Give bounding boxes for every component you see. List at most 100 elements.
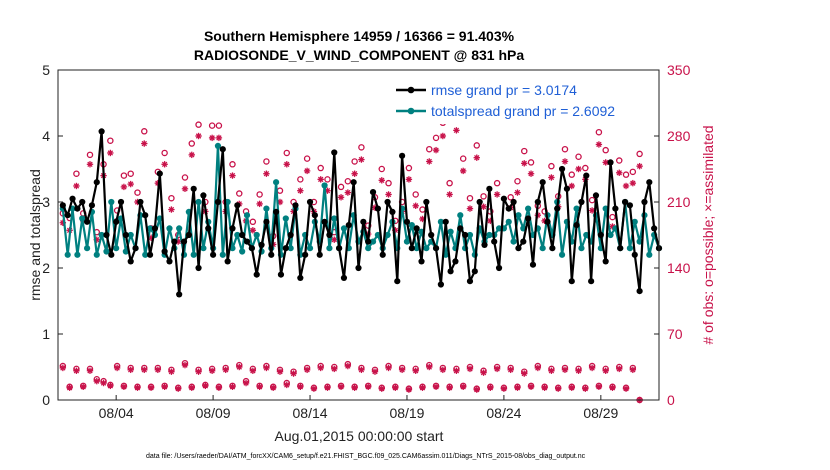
totalspread-point [321,182,328,189]
obs-possible-marker [107,137,114,144]
obs-possible-marker [378,165,386,173]
rmse-point [466,278,474,285]
totalspread-point [558,251,566,258]
rmse-point [379,251,386,258]
rmse-point [287,231,294,239]
rmse-point [578,198,585,206]
obs-possible-marker [351,158,358,165]
totalspread-point [495,225,503,232]
totalspread-point [505,218,512,225]
rmse-point [389,208,396,215]
rmse-point [98,128,105,135]
rmse-point [520,238,527,245]
obs-possible-marker [134,189,141,196]
obs-possible-marker [466,194,474,202]
rmse-point [311,212,318,219]
rmse-point [185,231,192,239]
rmse-point [588,278,595,285]
obs-assimilated-marker [222,366,229,374]
obs-assimilated-marker [351,170,358,177]
left-y-tick-label: 1 [42,326,50,342]
rmse-point [641,198,648,206]
rmse-point [544,218,551,225]
rmse-point [365,238,372,245]
obs-possible-marker [229,161,236,168]
obs-assimilated-marker [493,191,501,198]
rmse-point [180,238,188,245]
obs-assimilated-marker [453,367,460,374]
obs-possible-marker [188,140,196,147]
right-y-tick-label: 210 [667,194,691,210]
obs-assimilated-marker [161,161,168,168]
obs-possible-marker [521,147,528,155]
rmse-point [79,198,86,206]
obs-possible-marker [73,170,80,177]
obs-assimilated-marker [249,227,257,234]
obs-possible-marker [507,194,514,201]
obs-assimilated-marker [561,366,569,374]
obs-assimilated-marker [398,366,406,374]
obs-assimilated-marker [568,182,575,190]
obs-assimilated-marker [493,365,501,373]
obs-assimilated-marker [181,185,189,192]
obs-assimilated-marker [290,370,297,377]
obs-assimilated-marker [500,385,508,392]
legend: rmse grand pr = 3.0174 totalspread grand… [392,80,652,124]
totalspread-point [607,231,614,239]
obs-possible-marker [602,146,609,154]
totalspread-point [253,231,260,239]
rmse-point [345,222,352,229]
obs-assimilated-marker [344,189,352,196]
obs-possible-marker [548,162,555,170]
obs-assimilated-marker [527,170,535,177]
obs-assimilated-marker [534,364,542,372]
rmse-point [209,251,217,258]
obs-assimilated-marker [622,385,630,392]
rmse-point [631,251,638,258]
totalspread-point [486,231,493,239]
left-y-tick-label: 5 [42,62,50,78]
obs-assimilated-marker [276,368,284,375]
x-tick-label: 08/24 [486,405,521,421]
obs-possible-marker [616,157,623,164]
obs-assimilated-marker [426,363,433,371]
rmse-series [59,128,663,298]
rmse-point [481,241,488,248]
rmse-point [369,189,377,196]
obs-assimilated-marker [371,368,379,375]
rmse-point [219,146,226,153]
obs-possible-marker [86,151,94,159]
totalspread-point [447,228,454,235]
obs-assimilated-marker [113,364,121,372]
obs-assimilated-marker [426,158,433,165]
rmse-point [229,225,236,232]
rmse-point [88,202,96,209]
obs-assimilated-marker [107,382,114,390]
obs-assimilated-marker [337,383,345,390]
rmse-point [597,231,604,239]
rmse-point [394,278,401,285]
obs-assimilated-marker [588,364,596,372]
rmse-point [151,225,159,232]
rmse-point [205,225,212,232]
obs-possible-marker [181,174,189,181]
totalspread-point [103,248,110,255]
rmse-point [137,198,144,206]
obs-assimilated-marker [507,366,514,374]
obs-assimilated-marker [229,172,236,179]
obs-assimilated-marker [303,167,311,175]
totalspread-point [176,225,183,232]
rmse-point [176,291,183,298]
rmse-point [529,261,537,268]
obs-possible-marker [514,178,521,185]
obs-possible-marker [527,159,535,166]
left-y-tick-label: 2 [42,260,50,276]
rmse-point [554,205,561,212]
totalspread-point [466,231,474,239]
obs-assimilated-marker [303,366,311,374]
obs-assimilated-marker [446,384,453,391]
rmse-point [156,170,163,177]
obs-assimilated-marker [256,383,263,390]
totalspread-point [200,245,207,252]
obs-possible-marker [127,170,134,177]
